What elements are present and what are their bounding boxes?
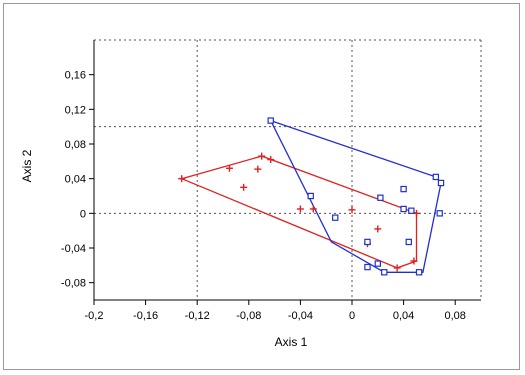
x-axis-label: Axis 1 xyxy=(275,335,308,349)
x-tick-label: -0,04 xyxy=(288,310,313,322)
plus-marker-point xyxy=(393,264,401,272)
square-marker-point xyxy=(432,173,440,181)
hull-outline-series-1 xyxy=(181,155,418,269)
plus-marker-point xyxy=(348,206,356,214)
x-tick-label: 0,08 xyxy=(444,310,465,322)
x-tick-label: -0,08 xyxy=(236,310,261,322)
plus-marker-point xyxy=(267,156,275,164)
hull-outline-series-2 xyxy=(270,119,442,273)
y-tick-label: 0,04 xyxy=(65,174,86,186)
grid-layer xyxy=(94,39,482,300)
y-tick-label: -0,04 xyxy=(61,243,86,255)
plus-marker-point xyxy=(240,183,248,191)
point-layer xyxy=(178,117,445,276)
square-marker-point xyxy=(436,210,443,217)
y-tick-label: 0,12 xyxy=(65,104,86,116)
square-marker-point xyxy=(381,269,388,276)
plus-marker-point xyxy=(374,225,382,233)
square-marker-point xyxy=(374,260,382,267)
square-marker-point xyxy=(377,194,384,201)
square-marker-point xyxy=(415,269,423,276)
plus-marker-point xyxy=(258,152,266,160)
plus-marker-point xyxy=(410,257,418,265)
plus-marker-point xyxy=(309,205,317,213)
square-marker-point xyxy=(364,238,371,246)
square-marker-point xyxy=(332,214,339,221)
plus-marker-point xyxy=(178,175,186,183)
plus-marker-point xyxy=(296,205,304,213)
y-tick-label: -0,08 xyxy=(61,278,86,290)
square-marker-point xyxy=(307,192,314,200)
x-tick-label: -0,2 xyxy=(85,310,104,322)
square-marker-point xyxy=(400,205,407,213)
plus-marker-point xyxy=(225,164,233,172)
square-marker-point xyxy=(267,117,274,124)
axis-layer: -0,2 -0,16 -0,12 -0,08 -0,04 0 0,04 0,08 -0,08 -0… xyxy=(61,40,481,322)
square-marker-point xyxy=(400,185,407,193)
square-marker-point xyxy=(405,238,412,246)
square-marker-point xyxy=(437,179,445,187)
square-marker-point xyxy=(364,263,371,271)
x-tick-label: -0,16 xyxy=(133,310,158,322)
plus-marker-point xyxy=(254,165,262,173)
x-tick-label: 0 xyxy=(349,310,355,322)
x-tick-label: 0,04 xyxy=(393,310,414,322)
y-axis-label: Axis 2 xyxy=(20,149,34,182)
scatter-chart: -0,2 -0,16 -0,12 -0,08 -0,04 0 0,04 0,08 -0,08 -0… xyxy=(20,39,482,349)
y-tick-label: 0 xyxy=(80,208,86,220)
x-tick-label: -0,12 xyxy=(185,310,210,322)
square-marker-point xyxy=(408,207,415,214)
y-tick-label: 0,08 xyxy=(65,139,86,151)
chart-frame: -0,2 -0,16 -0,12 -0,08 -0,04 0 0,04 0,08 -0,08 -0… xyxy=(3,3,520,370)
y-tick-label: 0,16 xyxy=(65,70,86,82)
